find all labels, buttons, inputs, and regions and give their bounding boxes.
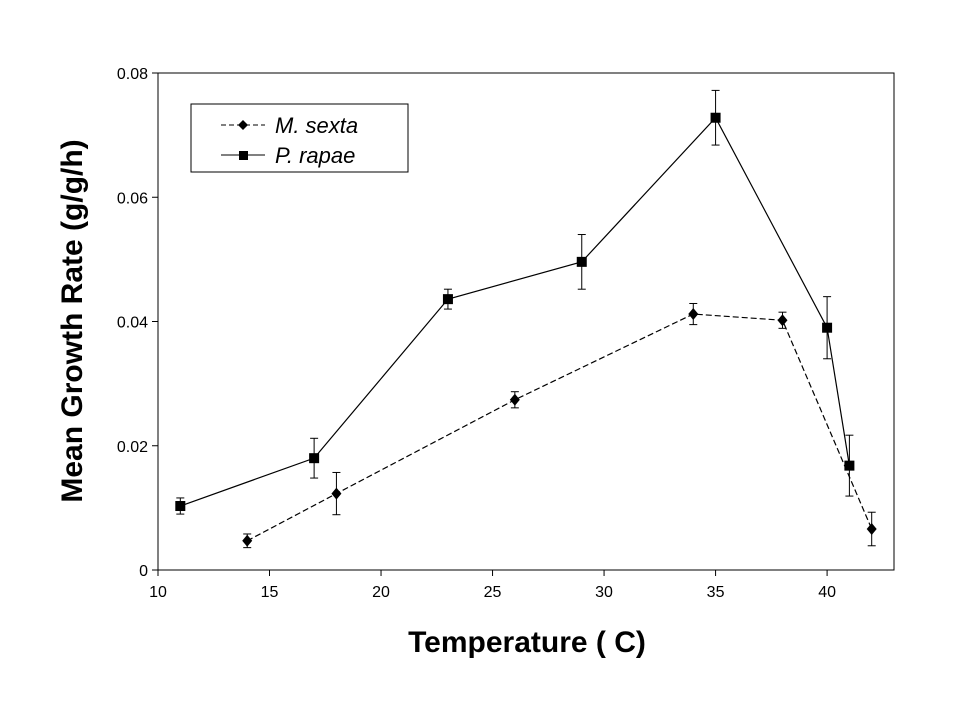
y-tick-label: 0 [139, 563, 148, 580]
y-tick-label: 0.08 [117, 66, 148, 83]
data-point-m-sexta [242, 534, 253, 547]
data-point-m-sexta [509, 393, 520, 406]
x-tick-label: 20 [372, 584, 390, 601]
x-axis-title: Temperature ( C) [408, 626, 646, 659]
y-tick-label: 0.06 [117, 190, 148, 207]
x-tick-label: 10 [149, 584, 167, 601]
legend-marker-m-sexta [238, 120, 248, 130]
legend-label-m-sexta: M. sexta [275, 113, 358, 138]
legend-marker-p-rapae [239, 151, 248, 160]
y-tick-label: 0.04 [117, 315, 148, 332]
x-tick-label: 40 [818, 584, 836, 601]
data-point-p-rapae [442, 294, 453, 305]
data-point-m-sexta [331, 487, 342, 500]
series-m-sexta [242, 302, 877, 549]
data-point-m-sexta [866, 522, 877, 535]
y-axis-title: Mean Growth Rate (g/g/h) [56, 139, 89, 502]
data-point-p-rapae [710, 112, 721, 123]
data-point-p-rapae [309, 453, 320, 464]
x-tick-label: 30 [595, 584, 613, 601]
legend-box [190, 103, 409, 173]
data-point-p-rapae [576, 256, 587, 267]
data-point-p-rapae [822, 322, 833, 333]
series-layer [175, 89, 877, 549]
data-point-m-sexta [688, 308, 699, 321]
x-tick-label: 15 [261, 584, 279, 601]
y-tick-label: 0.02 [117, 439, 148, 456]
legend-entry-m-sexta: M. sexta [221, 113, 358, 138]
x-tick-label: 25 [484, 584, 502, 601]
data-point-m-sexta [777, 314, 788, 327]
axis-ticks: 10 15 20 25 30 35 40 0 0.02 0.04 0.06 0.08 [117, 66, 836, 601]
series-line-m-sexta [246, 313, 873, 542]
legend-entry-p-rapae: P. rapae [221, 143, 355, 168]
data-point-p-rapae [175, 501, 186, 512]
legend: M. sexta P. rapae [190, 103, 409, 173]
series-line-p-rapae [180, 116, 850, 507]
series-p-rapae [175, 89, 855, 515]
legend-label-p-rapae: P. rapae [275, 143, 355, 168]
x-tick-label: 35 [707, 584, 725, 601]
data-point-p-rapae [844, 460, 855, 471]
